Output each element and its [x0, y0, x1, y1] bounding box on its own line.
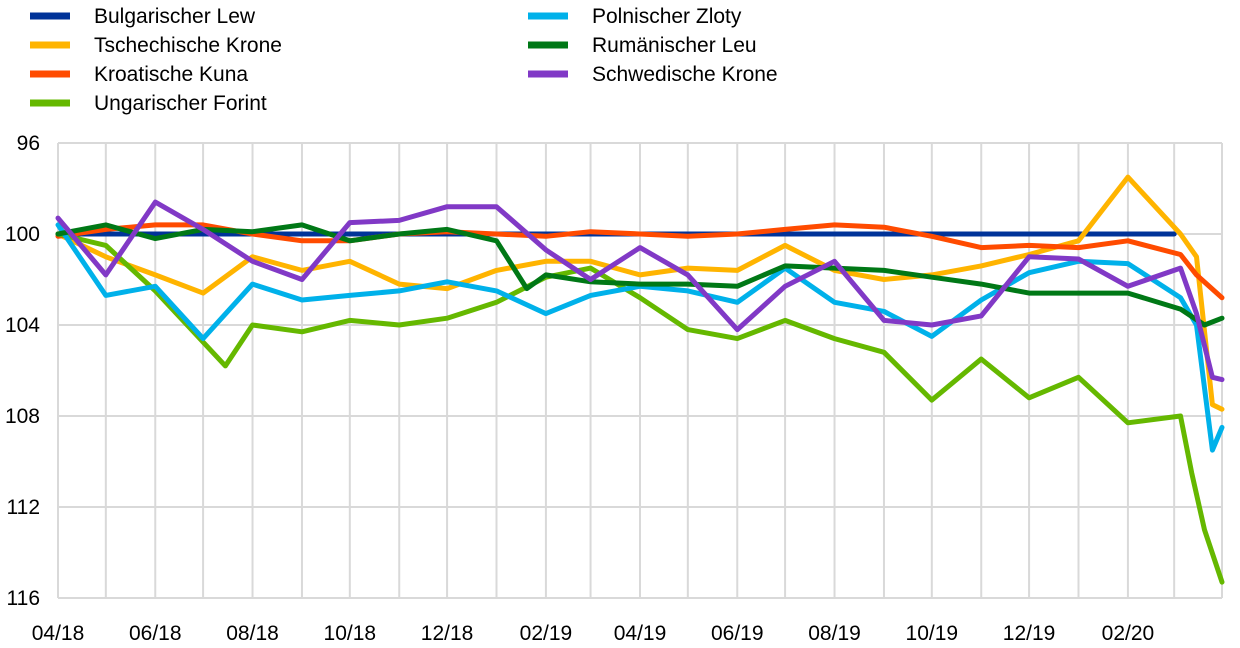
grid	[57, 142, 1223, 599]
x-tick-label: 02/19	[520, 622, 573, 645]
y-tick-label: 96	[17, 132, 40, 155]
legend-label-schwedische-krone: Schwedische Krone	[592, 63, 778, 86]
x-tick-label: 10/19	[906, 622, 959, 645]
x-tick-label: 10/18	[324, 622, 377, 645]
x-tick-label: 08/18	[226, 622, 279, 645]
series-line-ungarischer-forint	[55, 231, 1225, 585]
x-tick-label: 06/18	[129, 622, 182, 645]
x-tick-label: 04/19	[614, 622, 667, 645]
y-tick-label: 100	[5, 223, 40, 246]
series-line-tschechische-krone	[55, 174, 1225, 412]
series-line-polnischer-zloty	[55, 222, 1225, 453]
x-tick-label: 06/19	[711, 622, 764, 645]
legend-label-bulgarischer-lew: Bulgarischer Lew	[94, 5, 256, 28]
x-tick-label: 04/18	[32, 622, 85, 645]
y-axis-tick-labels: 96 100 104 108 112 116	[5, 132, 40, 610]
x-axis-tick-labels: 04/18 06/18 08/18 10/18 12/18 02/19 04/19 06/19…	[32, 622, 1154, 645]
legend-label-polnischer-zloty: Polnischer Zloty	[592, 5, 742, 28]
legend-label-tschechische-krone: Tschechische Krone	[94, 34, 282, 57]
series-lines	[55, 174, 1225, 585]
x-tick-label: 02/20	[1102, 622, 1155, 645]
legend-label-rumanischer-leu: Rumänischer Leu	[592, 34, 757, 57]
x-tick-label: 12/19	[1003, 622, 1056, 645]
y-tick-label: 116	[7, 587, 40, 610]
series-line-kroatische-kuna	[55, 222, 1225, 301]
series-line-schwedische-krone	[55, 199, 1225, 383]
series-line-rumanischer-leu	[55, 222, 1225, 328]
x-tick-label: 08/19	[808, 622, 861, 645]
legend-label-ungarischer-forint: Ungarischer Forint	[94, 92, 267, 115]
legend-label-kroatische-kuna: Kroatische Kuna	[94, 63, 248, 86]
legend: Bulgarischer Lew Tschechische Krone Kroati…	[30, 5, 778, 115]
y-tick-label: 108	[5, 405, 40, 428]
y-tick-label: 104	[5, 314, 40, 337]
y-tick-label: 112	[7, 496, 40, 519]
x-tick-label: 12/18	[421, 622, 474, 645]
